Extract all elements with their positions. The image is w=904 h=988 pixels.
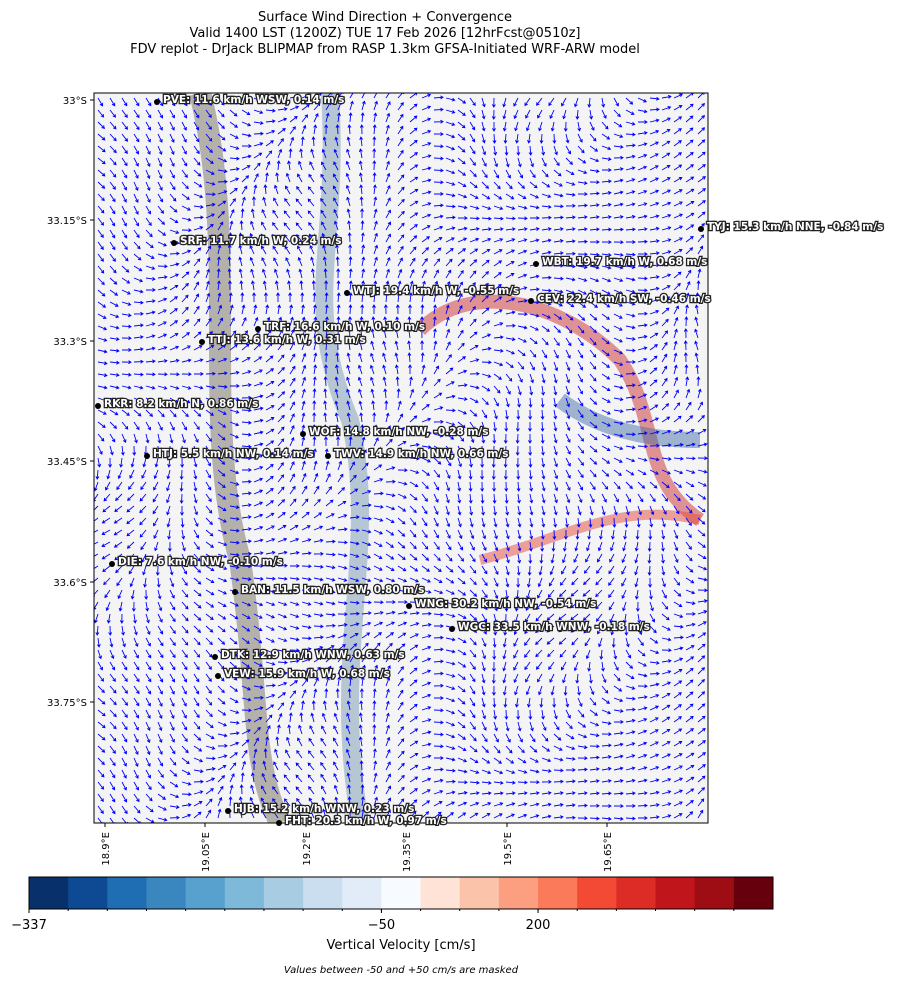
overlay: 33°S 33.15°S 33.3°S 33.45°S 33.6°S 33.75°S 18.… — [11, 93, 884, 976]
station-dot — [212, 654, 218, 660]
colorbar-bin — [224, 877, 265, 909]
title-line: FDV replot - DrJack BLIPMAP from RASP 1.… — [130, 42, 640, 57]
lat-tick-label: 33.45°S — [47, 457, 87, 468]
lon-tick-label: 19.65°E — [603, 832, 614, 872]
convergence — [478, 509, 702, 565]
lat-tick-label: 33.75°S — [47, 698, 87, 709]
colorbar-bin — [577, 877, 617, 909]
station-dot — [154, 99, 160, 105]
station-label: WNG: 30.2 km/h NW, -0.54 m/s — [415, 598, 596, 610]
terrain — [189, 93, 290, 823]
colorbar-frame — [28, 876, 774, 910]
convergence — [415, 294, 705, 526]
station-dot — [325, 453, 331, 459]
station-label: SRF: 11.7 km/h W, 0.24 m/s — [180, 235, 342, 247]
station-label: CEV: 22.4 km/h SW, -0.46 m/s — [537, 293, 711, 305]
colorbar-bin — [498, 877, 539, 909]
station-label: PVE: 11.6 km/h WSW, 0.14 m/s — [163, 94, 344, 106]
station-dot — [344, 290, 350, 296]
colorbar-bin — [459, 877, 500, 909]
station-dot — [144, 453, 150, 459]
title-line: Surface Wind Direction + Convergence — [258, 10, 512, 25]
colorbar-bin — [303, 877, 343, 909]
colorbar-bin — [538, 877, 578, 909]
station-dot — [406, 603, 412, 609]
station-label: WTJ: 19.4 km/h W, -0.55 m/s — [353, 285, 519, 297]
lon-tick-label: 19.5°E — [503, 832, 514, 866]
station-dot — [232, 589, 238, 595]
lon-tick-label: 19.35°E — [402, 832, 413, 872]
colorbar-bin — [263, 877, 304, 909]
colorbar-label: Vertical Velocity [cm/s] — [326, 938, 475, 953]
station-dot — [225, 808, 231, 814]
colorbar-bin — [733, 877, 774, 909]
station-label: RKR: 8.2 km/h N, 0.86 m/s — [104, 398, 258, 410]
map-layers — [94, 93, 708, 823]
title-line: Valid 1400 LST (1200Z) TUE 17 Feb 2026 [… — [189, 26, 580, 41]
colorbar-bin — [68, 877, 108, 909]
wind-arrows — [94, 93, 708, 823]
station-dot — [199, 339, 205, 345]
station-dot — [300, 431, 306, 437]
colorbar-tick-label: −50 — [368, 918, 395, 933]
station-dot — [528, 298, 534, 304]
colorbar-bin — [342, 877, 382, 909]
station-label: HJB: 15.2 km/h WNW, 0.23 m/s — [234, 803, 414, 815]
station-dot — [255, 326, 261, 332]
terrain — [555, 393, 701, 448]
colorbar-note: Values between -50 and +50 cm/s are mask… — [284, 965, 519, 976]
colorbar-bin — [185, 877, 226, 909]
lat-tick-label: 33.15°S — [47, 216, 87, 227]
colorbar-bin — [29, 877, 69, 909]
colorbar-bin — [146, 877, 187, 909]
colorbar-bin — [655, 877, 696, 909]
station-dot — [171, 240, 177, 246]
station-label: TWV: 14.9 km/h NW, 0.66 m/s — [334, 448, 508, 460]
lat-tick-label: 33.6°S — [53, 578, 87, 589]
lon-tick-label: 18.9°E — [101, 832, 112, 866]
colorbar-bin — [107, 877, 147, 909]
station-label: TTJ: 13.6 km/h W, 0.31 m/s — [208, 334, 366, 346]
colorbar-bin — [420, 877, 461, 909]
colorbar-tick-label: −337 — [11, 918, 47, 933]
colorbar-bin — [694, 877, 735, 909]
lon-tick-label: 19.05°E — [201, 832, 212, 872]
station-dot — [215, 673, 221, 679]
station-label: VEW: 15.9 km/h W, 0.68 m/s — [224, 668, 390, 680]
colorbar-bin — [616, 877, 657, 909]
station-dot — [698, 226, 704, 232]
station-label: WOF: 14.8 km/h NW, -0.28 m/s — [309, 426, 489, 438]
station-label: FHT: 20.3 km/h W, 0.97 m/s — [285, 815, 447, 827]
station-label: BAN: 11.5 km/h WSW, 0.80 m/s — [241, 584, 424, 596]
map-frame — [93, 92, 709, 824]
station-dot — [109, 561, 115, 567]
station-dot — [95, 403, 101, 409]
station-dot — [533, 261, 539, 267]
station-dot — [449, 626, 455, 632]
colorbar-tick-label: 200 — [526, 918, 551, 933]
station-label: TRF: 16.6 km/h W, 0.10 m/s — [264, 321, 425, 333]
station-label: WGC: 33.5 km/h WNW, -0.18 m/s — [458, 621, 650, 633]
lon-tick-label: 19.2°E — [302, 832, 313, 866]
station-dot — [276, 820, 282, 826]
station-label: WBT: 19.7 km/h W, 0.68 m/s — [542, 256, 707, 268]
colorbar-bin — [381, 877, 422, 909]
station-label: HTJ: 5.5 km/h NW, 0.14 m/s — [153, 448, 314, 460]
station-label: TYJ: 15.3 km/h NNE, -0.84 m/s — [707, 221, 883, 233]
station-label: DIE: 7.6 km/h NW, -0.10 m/s — [118, 556, 283, 568]
station-label: DTK: 12.9 km/h WNW, 0.63 m/s — [221, 649, 405, 661]
wind-vectors — [94, 93, 708, 823]
lat-tick-label: 33°S — [63, 96, 87, 107]
lat-tick-label: 33.3°S — [53, 337, 87, 348]
